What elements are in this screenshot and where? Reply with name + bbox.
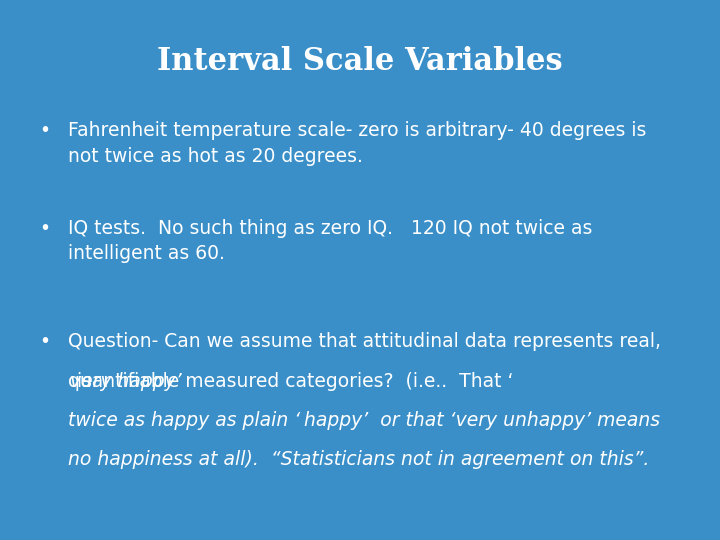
Text: no happiness at all).  “Statisticians not in agreement on this”.: no happiness at all). “Statisticians not…	[68, 450, 649, 469]
Text: Question- Can we assume that attitudinal data represents real,: Question- Can we assume that attitudinal…	[68, 332, 662, 351]
Text: Fahrenheit temperature scale- zero is arbitrary- 40 degrees is
not twice as hot : Fahrenheit temperature scale- zero is ar…	[68, 122, 647, 166]
Text: Interval Scale Variables: Interval Scale Variables	[157, 46, 563, 77]
Text: •: •	[40, 332, 50, 351]
Text: IQ tests.  No such thing as zero IQ.   120 IQ not twice as
intelligent as 60.: IQ tests. No such thing as zero IQ. 120 …	[68, 219, 593, 264]
Text: •: •	[40, 122, 50, 140]
Text: very happy’: very happy’	[70, 372, 181, 390]
Text: is: is	[71, 372, 92, 390]
Text: •: •	[40, 219, 50, 238]
Text: twice as happy as plain ‘ happy’  or that ‘very unhappy’ means: twice as happy as plain ‘ happy’ or that…	[68, 411, 660, 430]
Text: quantifiable measured categories?  (i.e..  That ‘: quantifiable measured categories? (i.e..…	[68, 372, 514, 390]
